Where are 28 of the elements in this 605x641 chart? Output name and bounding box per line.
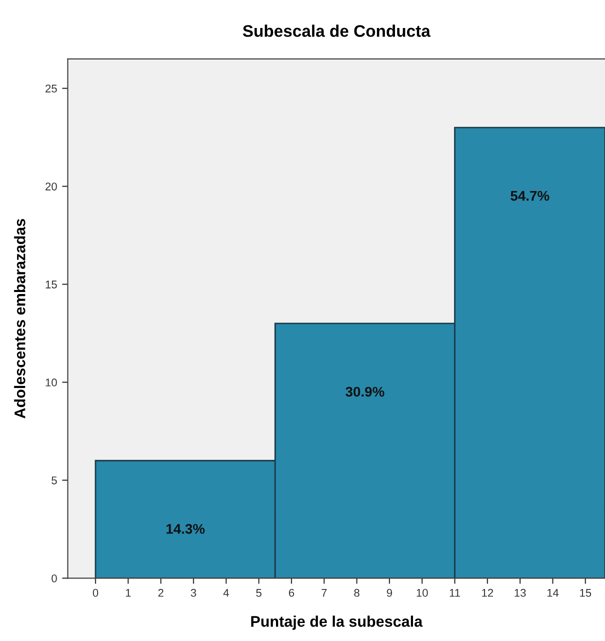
x-tick-label: 14	[547, 589, 559, 597]
x-tick-label: 8	[354, 588, 360, 597]
x-tick-label: 1	[126, 589, 131, 597]
x-tick-label: 13	[514, 588, 526, 597]
y-tick-label: 20	[46, 182, 57, 190]
x-tick-label: 0	[92, 588, 98, 597]
x-tick-label: 11	[450, 589, 460, 597]
x-tick-label: 7	[322, 589, 327, 597]
x-axis-title: Puntaje de la subescala	[251, 616, 423, 630]
x-tick-label: 3	[190, 588, 196, 597]
y-tick-label: 5	[52, 476, 57, 484]
x-tick-label: 15	[580, 589, 592, 597]
y-tick-label: 0	[52, 574, 57, 582]
x-tick-label: 9	[386, 588, 392, 597]
y-tick-label: 25	[46, 84, 57, 92]
x-tick-label: 4	[223, 589, 229, 597]
annotation: 30.9%	[346, 386, 384, 397]
x-tick-label: 10	[416, 588, 428, 597]
annotation: 14.3%	[166, 524, 205, 534]
y-axis-title: Adolescentes embarazadas	[14, 218, 26, 418]
x-tick-label: 2	[158, 588, 164, 597]
y-tick-label: 15	[46, 280, 57, 288]
x-tick-label: 6	[288, 588, 294, 597]
annotation: 54.7%	[510, 190, 550, 201]
x-tick-label: 12	[482, 588, 494, 597]
y-tick-label: 10	[46, 378, 57, 386]
chart-title: Subescala de Conducta	[242, 24, 430, 37]
x-tick-label: 5	[256, 589, 262, 597]
